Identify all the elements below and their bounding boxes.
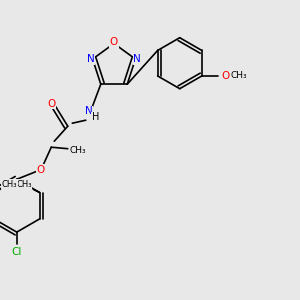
Text: H: H <box>92 112 99 122</box>
Text: Cl: Cl <box>12 247 22 256</box>
Text: O: O <box>222 71 230 81</box>
Text: N: N <box>85 106 93 116</box>
Text: O: O <box>47 99 56 109</box>
Text: CH₃: CH₃ <box>2 180 17 189</box>
Text: N: N <box>87 54 95 64</box>
Text: CH₃: CH₃ <box>16 180 32 189</box>
Text: N: N <box>133 54 141 64</box>
Text: O: O <box>37 165 45 175</box>
Text: O: O <box>110 37 118 47</box>
Text: CH₃: CH₃ <box>230 71 247 80</box>
Text: CH₃: CH₃ <box>70 146 87 155</box>
